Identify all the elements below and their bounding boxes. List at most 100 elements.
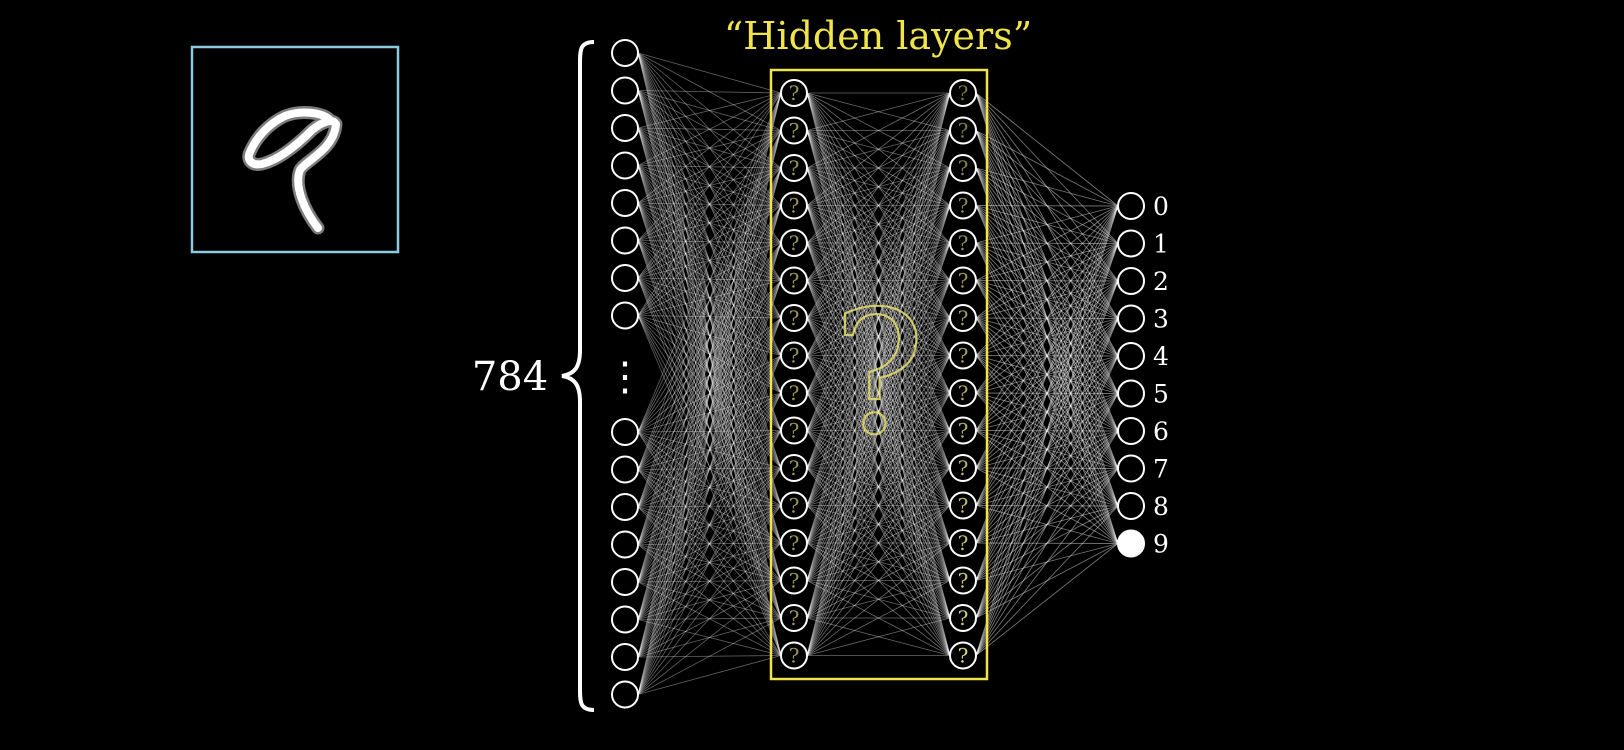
output-digit-label: 3 xyxy=(1153,305,1169,334)
hidden-node xyxy=(949,266,977,295)
network-edge xyxy=(975,92,1119,394)
network-edge xyxy=(806,92,951,319)
network-edge xyxy=(975,280,1119,394)
network-edge xyxy=(637,277,782,506)
network-edge xyxy=(806,392,951,544)
network-edge xyxy=(637,127,782,281)
network-edge xyxy=(975,430,1119,656)
network-edge xyxy=(806,167,951,656)
network-edge xyxy=(637,92,782,166)
hidden-node xyxy=(949,416,977,445)
network-edge xyxy=(806,205,951,469)
network-edge xyxy=(806,205,951,244)
network-edge xyxy=(975,355,1119,544)
network-edge xyxy=(806,167,951,356)
hidden-node xyxy=(780,604,808,632)
network-edge xyxy=(975,430,1119,469)
network-edge xyxy=(637,52,782,169)
network-edge xyxy=(637,127,782,244)
network-edge xyxy=(975,430,1119,469)
hidden-node-question-mark: ? xyxy=(789,494,800,518)
network-edge xyxy=(637,130,782,241)
network-edge xyxy=(637,280,782,508)
network-edge xyxy=(975,468,1119,619)
network-edge xyxy=(637,317,782,695)
network-edge xyxy=(637,277,782,356)
network-edge xyxy=(637,92,782,695)
output-digit-label: 7 xyxy=(1153,455,1169,484)
network-edge xyxy=(637,52,782,581)
network-edge xyxy=(975,393,1119,656)
hidden-node-question-mark: ? xyxy=(958,156,969,180)
network-edge xyxy=(806,505,951,544)
network-edge xyxy=(975,205,1119,356)
network-edge xyxy=(637,90,782,206)
hidden-node-question-mark: ? xyxy=(958,419,969,443)
network-edge xyxy=(975,205,1119,507)
network-edge xyxy=(806,167,951,544)
network-edge xyxy=(975,280,1119,469)
network-edge xyxy=(806,92,951,656)
network-edge xyxy=(637,505,782,695)
output-node xyxy=(1117,492,1145,520)
network-edge xyxy=(975,392,1119,469)
network-edge xyxy=(806,467,951,619)
input-node xyxy=(611,455,639,484)
network-edge xyxy=(637,469,782,619)
network-edge xyxy=(637,202,782,431)
network-edge xyxy=(637,127,782,619)
network-edge xyxy=(975,130,1119,282)
network-edge xyxy=(637,315,782,544)
network-edge xyxy=(975,430,1119,544)
network-edge xyxy=(637,317,782,470)
network-edge xyxy=(806,392,951,656)
network-edge xyxy=(975,205,1119,431)
network-edge xyxy=(806,92,951,469)
network-edge xyxy=(975,205,1119,506)
network-edge xyxy=(806,542,951,581)
network-edge xyxy=(806,392,951,431)
network-edge xyxy=(637,242,782,316)
network-edge xyxy=(637,506,782,581)
network-edge xyxy=(637,580,782,583)
network-edge xyxy=(975,317,1119,544)
network-edge xyxy=(637,392,782,620)
network-edge xyxy=(637,165,782,394)
network-edge xyxy=(806,92,951,506)
network-edge xyxy=(975,242,1119,319)
input-node xyxy=(611,530,639,559)
network-edge xyxy=(806,167,951,431)
network-edge xyxy=(637,355,782,545)
network-edge xyxy=(637,130,782,658)
network-edge xyxy=(806,205,951,356)
network-edge xyxy=(975,318,1119,656)
network-edge xyxy=(975,430,1119,544)
network-edge xyxy=(806,130,951,544)
network-edge xyxy=(806,130,951,619)
network-edge xyxy=(637,277,782,544)
hidden-node-question-mark: ? xyxy=(789,569,800,593)
network-edge xyxy=(806,430,951,656)
network-edge xyxy=(806,167,951,206)
network-edge xyxy=(975,130,1119,394)
network-edge xyxy=(975,467,1119,507)
network-edge xyxy=(637,242,782,470)
network-edge xyxy=(806,130,951,506)
network-edge xyxy=(806,617,951,656)
network-edge xyxy=(637,542,782,620)
network-edge xyxy=(637,90,782,544)
network-edge xyxy=(975,205,1119,357)
network-edge xyxy=(975,205,1119,282)
network-edge xyxy=(975,467,1119,469)
network-edge xyxy=(637,165,782,244)
network-edge xyxy=(806,130,951,206)
network-edge xyxy=(637,205,782,470)
network-edge xyxy=(637,355,782,508)
network-edge xyxy=(637,544,782,656)
network-edge xyxy=(806,242,951,356)
hidden-layers-box xyxy=(769,68,989,681)
network-edge xyxy=(975,167,1119,432)
network-edge xyxy=(975,167,1119,394)
network-edge xyxy=(637,581,782,619)
network-edge xyxy=(637,240,782,319)
